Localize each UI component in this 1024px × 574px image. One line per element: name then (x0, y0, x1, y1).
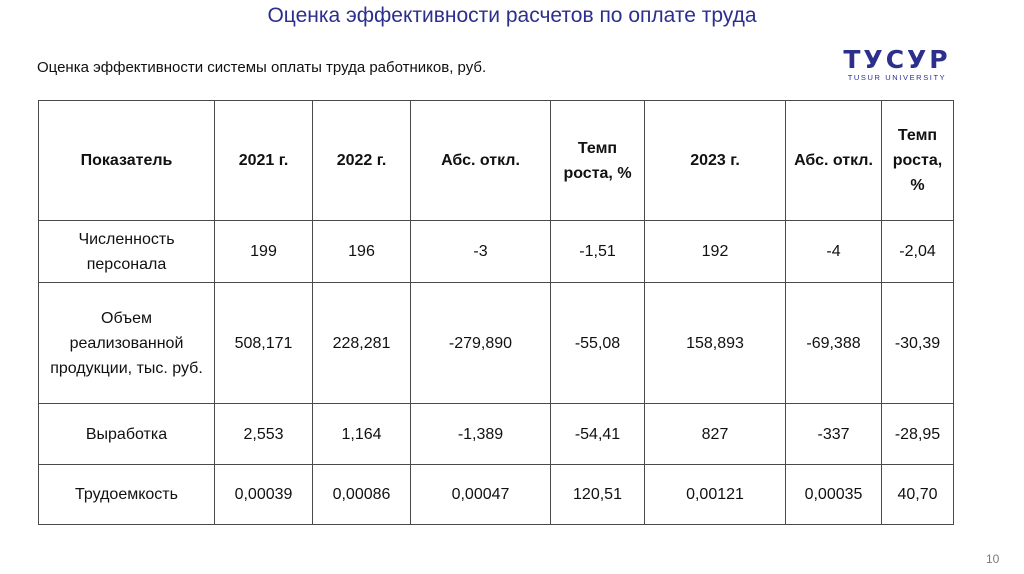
row-label-cell: Трудоемкость (38, 464, 215, 525)
table-cell: 228,281 (312, 282, 411, 404)
table-cell: 0,00047 (410, 464, 551, 525)
table-cell: -28,95 (881, 403, 954, 465)
table-cell: -337 (785, 403, 882, 465)
table-cell: 199 (214, 220, 313, 283)
header-row: Показатель 2021 г. 2022 г. Абс. откл. Те… (38, 100, 954, 221)
header-cell: Темп роста, % (550, 100, 645, 221)
table-cell: -4 (785, 220, 882, 283)
tusur-logo: ТУСУР TUSUR UNIVERSITY (838, 47, 956, 83)
table-cell: -54,41 (550, 403, 645, 465)
slide-title: Оценка эффективности расчетов по оплате … (267, 4, 757, 27)
header-cell: Абс. откл. (410, 100, 551, 221)
table-cell: -2,04 (881, 220, 954, 283)
table-cell: -55,08 (550, 282, 645, 404)
table-cell: -69,388 (785, 282, 882, 404)
header-cell: 2021 г. (214, 100, 313, 221)
table-cell: 508,171 (214, 282, 313, 404)
table-row: Объем реализованной продукции, тыс. руб.… (38, 282, 954, 404)
table-cell: 0,00121 (644, 464, 786, 525)
table-cell: 827 (644, 403, 786, 465)
table-cell: 1,164 (312, 403, 411, 465)
table-row: Трудоемкость 0,00039 0,00086 0,00047 120… (38, 464, 954, 525)
table-cell: -30,39 (881, 282, 954, 404)
table-cell: -1,389 (410, 403, 551, 465)
table-cell: 120,51 (550, 464, 645, 525)
table-cell: 0,00086 (312, 464, 411, 525)
table-cell: 0,00039 (214, 464, 313, 525)
row-label-cell: Численность персонала (38, 220, 215, 283)
table-row: Выработка 2,553 1,164 -1,389 -54,41 827 … (38, 403, 954, 465)
table-cell: -279,890 (410, 282, 551, 404)
table-row: Численность персонала 199 196 -3 -1,51 1… (38, 220, 954, 283)
header-cell: Абс. откл. (785, 100, 882, 221)
page-number: 10 (986, 552, 1000, 566)
header-cell: Показатель (38, 100, 215, 221)
row-label-cell: Объем реализованной продукции, тыс. руб. (38, 282, 215, 404)
header-cell: 2022 г. (312, 100, 411, 221)
header-cell: 2023 г. (644, 100, 786, 221)
table-cell: 0,00035 (785, 464, 882, 525)
table-cell: -1,51 (550, 220, 645, 283)
table-cell: 40,70 (881, 464, 954, 525)
table-cell: -3 (410, 220, 551, 283)
logo-subtitle: TUSUR UNIVERSITY (847, 73, 947, 82)
table-caption: Оценка эффективности системы оплаты труд… (37, 59, 487, 76)
table-cell: 196 (312, 220, 411, 283)
row-label-cell: Выработка (38, 403, 215, 465)
table-cell: 2,553 (214, 403, 313, 465)
header-cell: Темп роста, % (881, 100, 954, 221)
table-cell: 158,893 (644, 282, 786, 404)
logo-wordmark: ТУСУР (843, 45, 951, 74)
table-cell: 192 (644, 220, 786, 283)
efficiency-table: Показатель 2021 г. 2022 г. Абс. откл. Те… (38, 100, 954, 525)
